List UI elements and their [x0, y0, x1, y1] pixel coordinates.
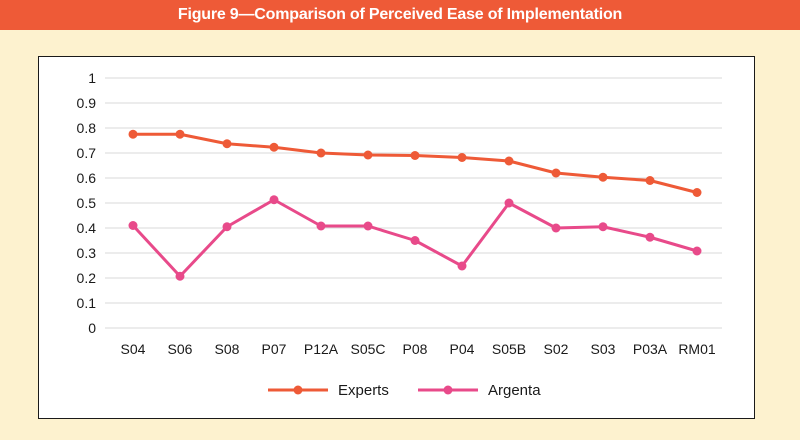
data-point-argenta — [363, 221, 373, 231]
data-point-experts — [316, 148, 326, 158]
y-tick-label: 0.9 — [77, 95, 97, 111]
data-point-experts — [598, 172, 608, 182]
y-tick-label: 0 — [88, 320, 96, 336]
data-point-experts — [645, 176, 655, 185]
series-layer — [128, 129, 702, 281]
y-tick-label: 0.3 — [77, 245, 97, 261]
x-tick-label: P03A — [633, 341, 668, 357]
data-point-experts — [457, 153, 467, 162]
data-point-experts — [222, 139, 232, 149]
x-tick-label: S06 — [168, 341, 193, 357]
legend-label-experts: Experts — [338, 382, 389, 399]
x-tick-label: S04 — [121, 341, 146, 357]
y-tick-label: 1 — [88, 70, 96, 86]
legend-label-argenta: Argenta — [488, 382, 541, 399]
data-point-argenta — [269, 195, 279, 205]
y-tick-label: 0.1 — [77, 295, 97, 311]
x-tick-label: S08 — [215, 341, 240, 357]
series-line-experts — [133, 132, 698, 194]
figure-title-banner: Figure 9—Comparison of Perceived Ease of… — [0, 0, 800, 30]
x-tick-label: S03 — [591, 341, 616, 357]
data-point-argenta — [598, 222, 608, 232]
grid-lines — [105, 77, 722, 329]
legend-marker-argenta — [443, 385, 453, 395]
data-point-argenta — [410, 236, 420, 245]
y-tick-label: 0.4 — [77, 220, 97, 236]
x-tick-label: P04 — [450, 341, 475, 357]
data-point-argenta — [222, 222, 232, 232]
data-point-argenta — [457, 261, 467, 271]
data-point-experts — [410, 151, 420, 160]
x-tick-label: P08 — [403, 341, 428, 357]
legend: Experts Argenta — [268, 382, 541, 399]
y-axis-labels: 0 0.1 0.2 0.3 0.4 0.5 0.6 0.7 0.8 0.9 1 — [77, 70, 97, 336]
x-tick-label: P07 — [262, 341, 287, 357]
y-tick-label: 0.8 — [77, 120, 97, 136]
data-point-experts — [692, 188, 702, 197]
data-point-argenta — [128, 221, 138, 230]
data-point-experts — [128, 129, 138, 139]
y-tick-label: 0.7 — [77, 145, 97, 161]
chart-panel — [38, 56, 755, 419]
y-tick-label: 0.6 — [77, 170, 97, 186]
y-tick-label: 0.5 — [77, 195, 97, 211]
figure-title: Figure 9—Comparison of Perceived Ease of… — [177, 6, 623, 23]
data-point-experts — [269, 142, 279, 152]
legend-marker-experts — [293, 385, 303, 395]
data-point-experts — [551, 168, 561, 178]
x-axis-labels: S04 S06 S08 P07 P12A S05C P08 P04 S05B S02 S03 P03A… — [121, 341, 716, 357]
x-tick-label: S05C — [350, 341, 385, 357]
y-tick-label: 0.2 — [77, 270, 97, 286]
data-point-argenta — [175, 271, 185, 281]
data-point-argenta — [316, 221, 326, 231]
data-point-argenta — [645, 232, 655, 242]
x-tick-label: S02 — [544, 341, 569, 357]
data-point-experts — [363, 150, 373, 160]
data-point-argenta — [504, 198, 514, 208]
data-point-argenta — [551, 223, 561, 233]
x-tick-label: P12A — [304, 341, 339, 357]
data-point-experts — [504, 156, 514, 166]
data-point-experts — [175, 129, 185, 139]
data-point-argenta — [692, 246, 702, 256]
x-tick-label: S05B — [492, 341, 526, 357]
x-tick-label: RM01 — [678, 341, 716, 357]
